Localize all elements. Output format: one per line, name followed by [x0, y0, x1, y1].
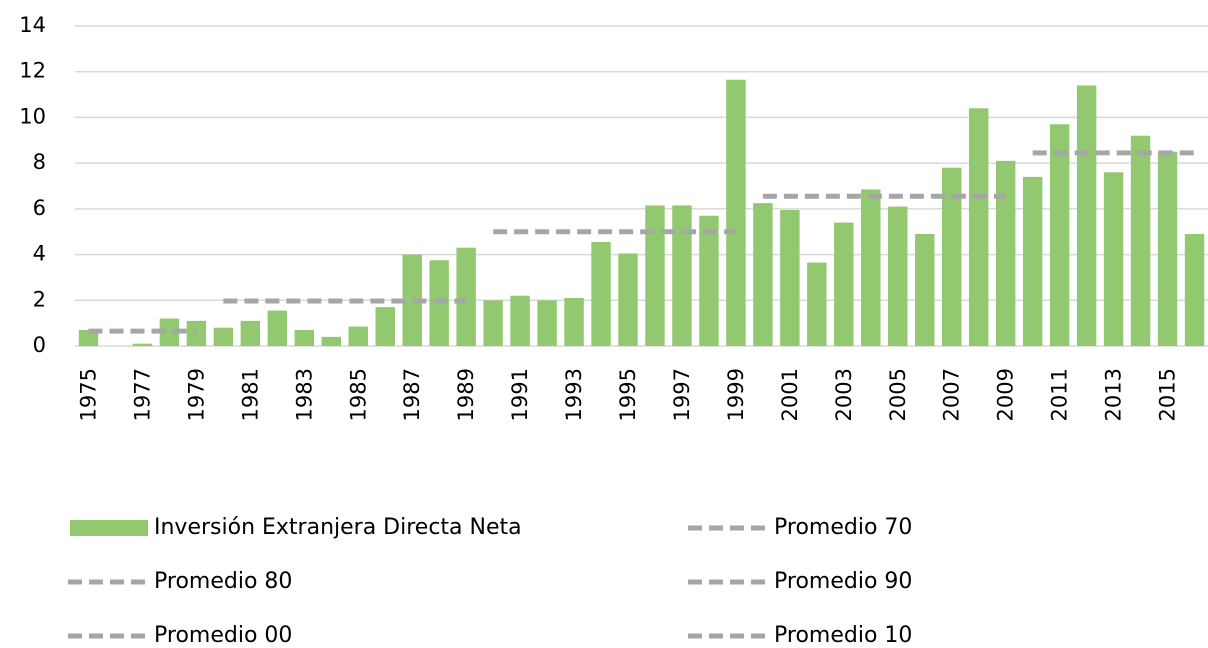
y-tick-label: 10: [19, 104, 46, 128]
bar: [456, 247, 476, 346]
legend: Inversión Extranjera Directa Neta Promedi…: [68, 515, 912, 648]
x-tick-label: 1997: [670, 368, 694, 421]
y-tick-label: 8: [33, 150, 46, 174]
y-tick-label: 2: [33, 287, 46, 311]
bar: [726, 79, 746, 346]
bar: [807, 262, 827, 346]
bar: [321, 336, 341, 346]
bar: [1157, 151, 1178, 346]
bar: [888, 206, 908, 346]
legend-label: Promedio 80: [154, 569, 292, 594]
bar: [699, 215, 719, 346]
bar: [1049, 124, 1070, 347]
bar: [834, 222, 854, 346]
bar: [132, 343, 153, 346]
bar: [942, 167, 962, 346]
bar: [618, 253, 638, 346]
bar: [267, 310, 288, 346]
x-tick-label: 2003: [832, 368, 856, 421]
y-tick-label: 12: [19, 59, 46, 83]
x-tick-label: 1995: [616, 368, 640, 421]
bar: [591, 242, 611, 346]
bar: [402, 254, 422, 346]
x-tick-label: 2007: [940, 368, 964, 421]
bar: [294, 330, 315, 346]
x-tick-label: 2013: [1102, 368, 1126, 421]
bar: [78, 330, 99, 346]
x-tick-label: 1979: [184, 368, 208, 421]
x-tick-label: 1989: [454, 368, 478, 421]
legend-label: Promedio 00: [154, 623, 292, 648]
y-tick-label: 14: [19, 13, 46, 37]
legend-label: Inversión Extranjera Directa Neta: [154, 515, 522, 540]
x-tick-label: 1991: [508, 368, 532, 421]
x-tick-label: 1993: [562, 368, 586, 421]
x-tick-label: 1987: [400, 368, 424, 421]
legend-swatch: [70, 520, 148, 536]
bar: [1022, 176, 1043, 346]
bar: [968, 108, 989, 347]
bar: [348, 326, 368, 346]
legend-label: Promedio 70: [774, 515, 912, 540]
bar: [915, 234, 935, 346]
bar: [564, 298, 584, 346]
legend-label: Promedio 90: [774, 569, 912, 594]
bar: [537, 300, 557, 346]
x-tick-label: 2011: [1048, 368, 1072, 421]
bar: [780, 210, 800, 346]
bar: [213, 327, 234, 346]
x-tick-label: 1999: [724, 368, 748, 421]
x-tick-label: 2009: [994, 368, 1018, 421]
y-tick-label: 0: [33, 333, 46, 357]
bar: [483, 300, 503, 346]
legend-label: Promedio 10: [774, 623, 912, 648]
bar: [861, 189, 881, 346]
bar: [240, 320, 261, 346]
bar: [510, 295, 530, 346]
bar: [375, 307, 395, 346]
x-tick-label: 1977: [130, 368, 154, 421]
x-tick-label: 2005: [886, 368, 910, 421]
bar: [672, 205, 692, 346]
x-tick-label: 1975: [76, 368, 100, 421]
x-tick-label: 1983: [292, 368, 316, 421]
x-tick-label: 1981: [238, 368, 262, 421]
x-tick-label: 1985: [346, 368, 370, 421]
bar: [645, 205, 665, 346]
y-tick-label: 4: [33, 242, 46, 266]
y-tick-label: 6: [33, 196, 46, 220]
bar: [1103, 172, 1124, 346]
bar: [159, 318, 180, 346]
bar: [1184, 234, 1205, 346]
bar: [753, 203, 773, 346]
bar: [995, 160, 1016, 346]
bar: [1130, 135, 1151, 346]
x-tick-label: 2015: [1156, 368, 1180, 421]
x-tick-label: 2001: [778, 368, 802, 421]
bar: [1076, 85, 1097, 346]
